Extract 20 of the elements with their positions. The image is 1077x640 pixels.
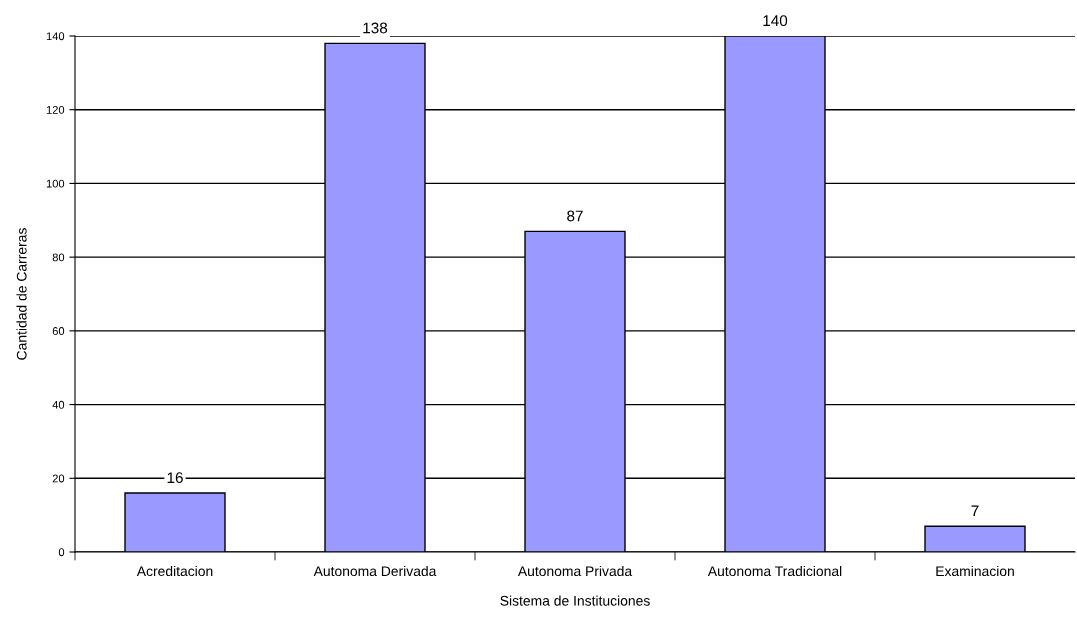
y-tick-label: 120 bbox=[46, 105, 65, 114]
y-tick-label: 40 bbox=[52, 400, 65, 409]
data-label: 7 bbox=[971, 505, 979, 517]
data-label: 138 bbox=[363, 22, 388, 34]
y-tick-label: 100 bbox=[46, 179, 65, 188]
y-tick-label: 60 bbox=[52, 327, 65, 335]
y-tick-label: 80 bbox=[52, 253, 65, 262]
x-tick-label: Autonoma Derivada bbox=[313, 565, 437, 577]
x-tick-label: Acreditacion bbox=[136, 565, 213, 577]
x-axis-title: Sistema de Instituciones bbox=[500, 595, 650, 606]
data-label: 87 bbox=[567, 210, 583, 222]
x-tick-label: Autonoma Privada bbox=[517, 565, 633, 577]
x-tick-label: Autonoma Tradicional bbox=[707, 565, 842, 577]
y-tick-label: 140 bbox=[46, 32, 65, 41]
y-tick-label: 0 bbox=[58, 548, 65, 557]
x-tick-label: Examinacion bbox=[936, 565, 1014, 577]
data-label: 140 bbox=[763, 15, 788, 27]
data-label: 16 bbox=[167, 472, 183, 484]
y-tick-label: 20 bbox=[52, 474, 65, 483]
y-axis-title: Cantidad de Carreras bbox=[16, 228, 27, 360]
